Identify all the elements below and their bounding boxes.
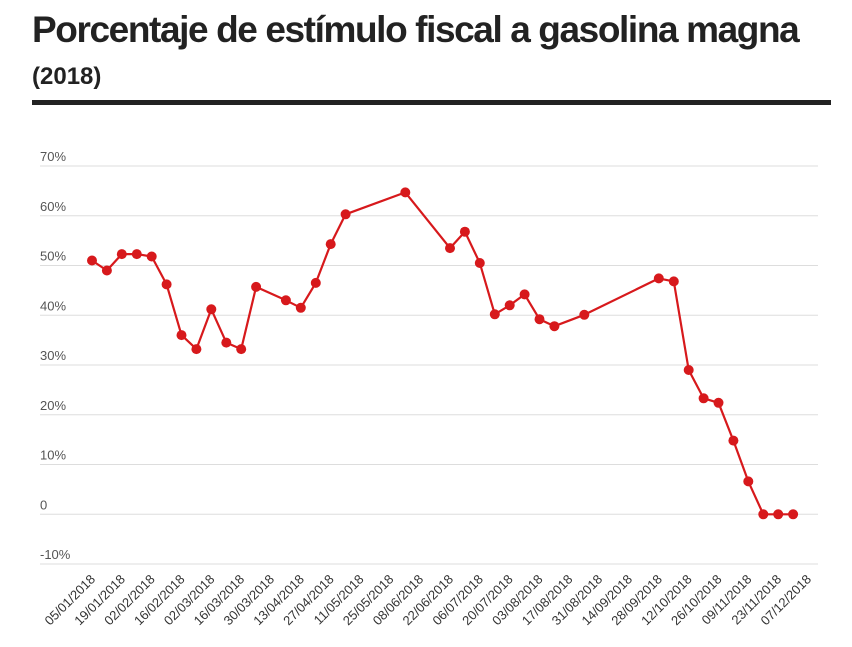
data-point bbox=[474, 258, 485, 268]
data-point bbox=[116, 249, 127, 260]
data-point bbox=[579, 309, 590, 320]
chart-title: Porcentaje de estímulo fiscal a gasolina… bbox=[32, 9, 800, 50]
data-point bbox=[176, 330, 187, 341]
data-point bbox=[221, 337, 232, 348]
data-point bbox=[146, 251, 157, 262]
data-point bbox=[504, 300, 515, 311]
data-point bbox=[280, 295, 291, 306]
chart-subtitle: (2018) bbox=[32, 63, 102, 90]
data-point bbox=[310, 277, 321, 288]
data-point bbox=[236, 344, 247, 355]
y-axis-ticks: -10% 0 10% 20% 30% 40% 50% 60% 70% bbox=[40, 149, 71, 562]
y-tick-label: 60% bbox=[40, 199, 66, 214]
data-point bbox=[728, 435, 739, 446]
y-tick-label: -10% bbox=[40, 547, 71, 562]
data-point bbox=[101, 265, 112, 276]
y-tick-label: 70% bbox=[40, 149, 66, 164]
data-point bbox=[400, 187, 411, 198]
data-point bbox=[445, 243, 455, 254]
title-divider bbox=[32, 100, 831, 105]
data-point bbox=[161, 279, 172, 290]
y-tick-label: 0 bbox=[40, 497, 47, 512]
y-tick-label: 10% bbox=[40, 448, 66, 463]
y-tick-label: 20% bbox=[40, 398, 66, 413]
data-point bbox=[131, 249, 142, 260]
data-point bbox=[534, 314, 545, 325]
data-point bbox=[489, 309, 500, 320]
data-point bbox=[788, 509, 799, 520]
data-point bbox=[295, 302, 306, 313]
data-point bbox=[251, 281, 262, 292]
data-point bbox=[325, 239, 336, 250]
gridlines bbox=[40, 165, 818, 565]
y-tick-label: 40% bbox=[40, 298, 66, 313]
data-point bbox=[683, 365, 694, 375]
data-point bbox=[743, 476, 754, 487]
data-point bbox=[713, 397, 724, 408]
data-point bbox=[653, 273, 664, 284]
data-point bbox=[549, 321, 560, 332]
x-axis-ticks: 05/01/201819/01/201802/02/201816/02/2018… bbox=[41, 572, 814, 629]
data-point bbox=[87, 255, 97, 266]
data-point bbox=[459, 226, 470, 237]
series-points bbox=[87, 187, 799, 520]
data-point bbox=[668, 276, 679, 287]
data-point bbox=[206, 304, 217, 315]
data-point bbox=[519, 289, 530, 300]
y-tick-label: 50% bbox=[40, 249, 66, 264]
data-point bbox=[758, 509, 769, 520]
data-point bbox=[773, 509, 784, 520]
data-point bbox=[191, 344, 202, 355]
y-tick-label: 30% bbox=[40, 348, 66, 363]
data-point bbox=[698, 393, 709, 404]
data-point bbox=[340, 209, 351, 220]
